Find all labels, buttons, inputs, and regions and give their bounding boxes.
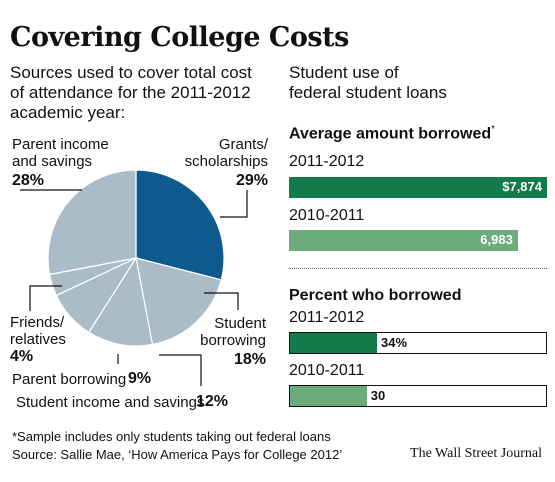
grants-value: 29% xyxy=(235,172,268,189)
parent-income-value: 28% xyxy=(12,172,45,189)
avg-amount-title: Average amount borrowed* xyxy=(289,124,496,143)
pct-bar-value-label: 34% xyxy=(381,335,408,350)
footnote: *Sample includes only students taking ou… xyxy=(12,429,331,444)
pct-borrowed-title: Percent who borrowed xyxy=(289,287,462,304)
pct-bar-value-label: 30 xyxy=(370,388,386,403)
leader-line-grants xyxy=(220,190,248,218)
pct-bar-fill xyxy=(290,333,378,353)
source-note: Source: Sallie Mae, ‘How America Pays fo… xyxy=(12,447,343,462)
student-borrowing-label: Student borrowing xyxy=(200,315,266,349)
section-divider xyxy=(289,268,547,269)
avg-bar-2010-2011: 6,983 xyxy=(289,230,547,251)
avg-bar-2011-2012: $7,874 xyxy=(289,177,547,198)
pct-bar-2010-2011: 30 xyxy=(289,385,547,407)
avg-bar-fill xyxy=(289,177,547,198)
pct-bar-fill xyxy=(290,386,367,406)
pie-slice-parent-income xyxy=(47,169,137,276)
chart-title: Covering College Costs xyxy=(10,22,349,53)
pie-leader-lines xyxy=(20,189,248,386)
leader-line-friends xyxy=(29,285,62,311)
pct-bar-2011-2012: 34% xyxy=(289,332,547,354)
pie-slice-grants xyxy=(135,169,225,281)
student-borrowing-value: 18% xyxy=(233,351,266,368)
pie-slice-student-income xyxy=(88,256,154,347)
pie-slices xyxy=(47,169,225,347)
pie-slice-student-borrowing xyxy=(135,257,222,346)
pie-subhead: Sources used to cover total cost of atte… xyxy=(10,63,252,122)
avg-bar-value-label: $7,874 xyxy=(502,179,542,194)
avg-year-label-2010-2011: 2010-2011 xyxy=(289,207,365,224)
friends-label: Friends/ relatives xyxy=(10,314,66,348)
student-income-label: Student income and savings xyxy=(16,394,205,411)
friends-value: 4% xyxy=(10,348,34,365)
student-income-value: 12% xyxy=(196,393,229,410)
leader-line-student-borrowing xyxy=(204,292,239,310)
avg-year-label-2011-2012: 2011-2012 xyxy=(289,153,365,170)
avg-bar-fill xyxy=(289,230,518,251)
pct-year-label-2010-2011: 2010-2011 xyxy=(289,362,365,379)
parent-income-label: Parent income and savings xyxy=(12,136,109,170)
grants-label: Grants/ scholarships xyxy=(184,136,268,170)
leader-line-student-income xyxy=(159,354,202,386)
parent-borrowing-label: Parent borrowing xyxy=(12,371,127,388)
parent-borrowing-value: 9% xyxy=(128,370,152,387)
wsj-credit: The Wall Street Journal xyxy=(410,446,542,461)
pct-year-label-2011-2012: 2011-2012 xyxy=(289,309,365,326)
loans-subhead: Student use of federal student loans xyxy=(289,63,447,102)
avg-bar-value-label: 6,983 xyxy=(480,232,513,247)
